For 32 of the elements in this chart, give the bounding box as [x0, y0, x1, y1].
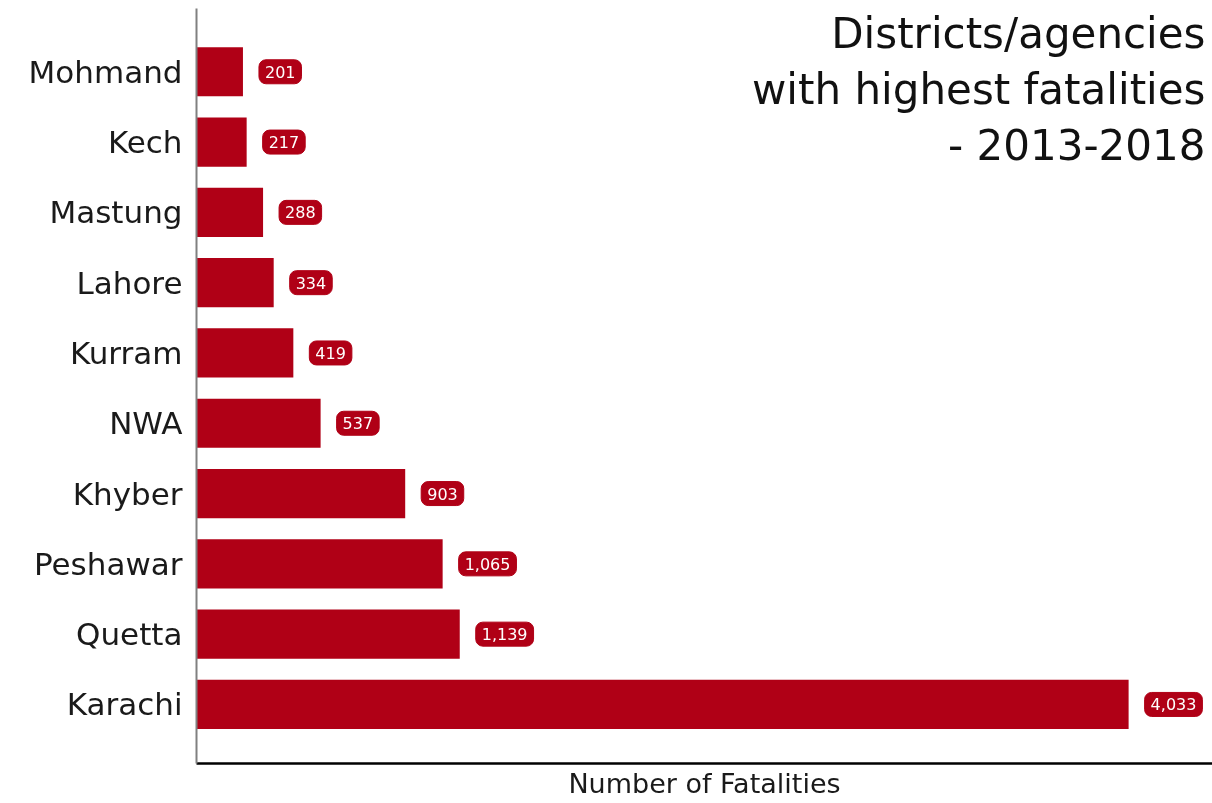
- bar: [196, 539, 443, 589]
- y-tick-label: Quetta: [76, 616, 183, 653]
- y-tick-label: Mastung: [49, 194, 183, 231]
- y-tick-label: Peshawar: [33, 545, 183, 582]
- data-label: 217: [268, 133, 300, 153]
- bar: [196, 468, 406, 519]
- data-label: 288: [285, 203, 316, 223]
- data-label: 201: [264, 62, 296, 82]
- data-label: 1,139: [481, 625, 528, 645]
- bar: [196, 47, 243, 97]
- bar: [196, 609, 460, 659]
- x-axis-title: Number of Fatalities: [568, 767, 841, 799]
- data-label: 1,065: [464, 554, 511, 574]
- data-label: 334: [295, 273, 327, 293]
- y-tick-label: Lahore: [76, 264, 183, 301]
- data-label: 4,033: [1150, 695, 1197, 715]
- bar: [196, 328, 294, 378]
- bar: [196, 679, 1129, 730]
- text: Districts/agencies with highest fatalities - 2013-2018: [752, 8, 1206, 171]
- bar: [196, 117, 247, 167]
- y-tick-label: Kurram: [69, 334, 183, 371]
- data-label: 537: [342, 414, 374, 434]
- y-tick-label: Mohmand: [28, 53, 183, 90]
- bar: [196, 258, 274, 308]
- y-tick-label: NWA: [109, 405, 183, 442]
- y-tick-label: Kech: [107, 124, 183, 161]
- bar: [196, 398, 321, 448]
- data-label: 903: [427, 484, 458, 504]
- y-tick-label: Karachi: [66, 686, 183, 723]
- y-tick-label: Khyber: [72, 475, 183, 512]
- data-label: 419: [315, 343, 346, 363]
- bar: [196, 187, 264, 237]
